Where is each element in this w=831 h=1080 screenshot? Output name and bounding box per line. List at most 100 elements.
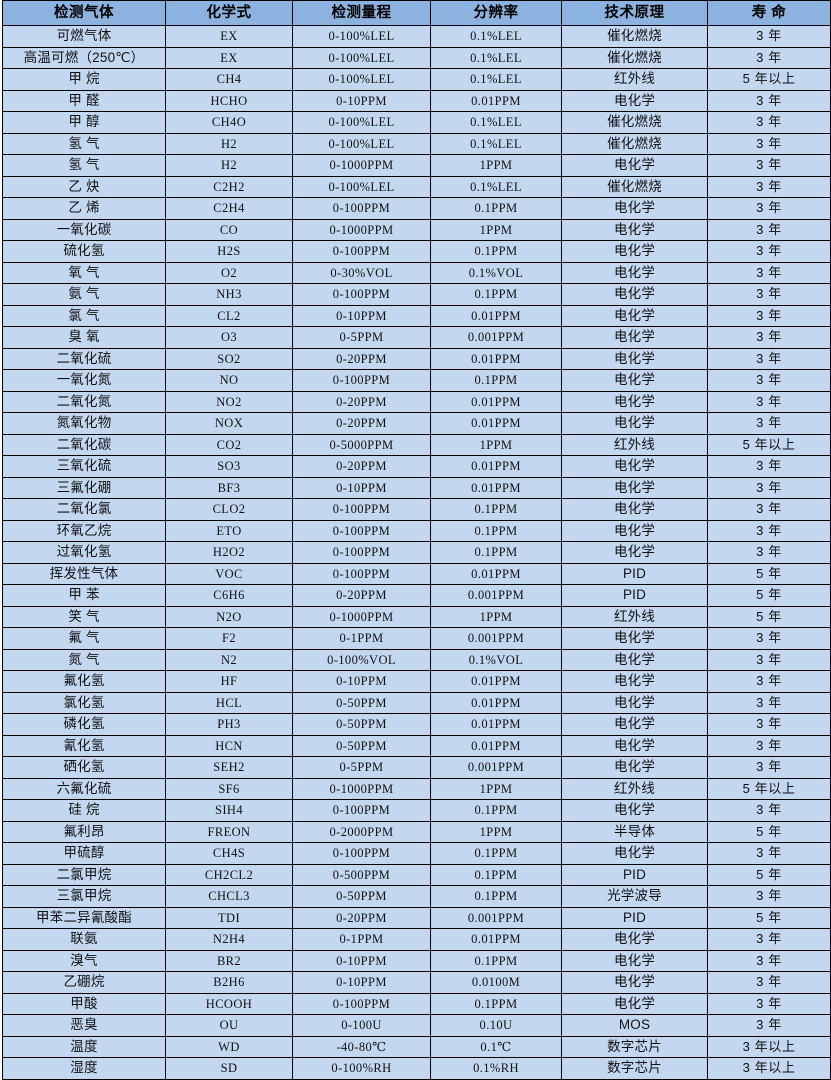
cell-res: 0.01PPM	[430, 347, 562, 370]
cell-range: 0-10PPM	[292, 89, 431, 112]
cell-gas: 乙 炔	[2, 175, 166, 198]
cell-tech: 电化学	[561, 992, 708, 1015]
table-row: 硒化氢 SEH2 0-5PPM 0.001PPM 电化学 3 年	[2, 756, 831, 779]
cell-gas: 恶臭	[2, 1014, 166, 1037]
cell-life: 3 年	[707, 304, 831, 327]
cell-range: 0-50PPM	[292, 734, 431, 757]
cell-life: 3 年	[707, 412, 831, 435]
cell-tech: 半导体	[561, 820, 708, 843]
cell-formula: HCHO	[165, 89, 293, 112]
table-row: 联氨 N2H4 0-1PPM 0.01PPM 电化学 3 年	[2, 928, 831, 951]
cell-gas: 氟化氢	[2, 670, 166, 693]
cell-formula: C2H4	[165, 197, 293, 220]
cell-life: 5 年以上	[707, 777, 831, 800]
cell-tech: 电化学	[561, 799, 708, 822]
cell-life: 5 年	[707, 906, 831, 929]
cell-formula: CL2	[165, 304, 293, 327]
cell-res: 0.01PPM	[430, 562, 562, 585]
cell-formula: ETO	[165, 519, 293, 542]
cell-formula: HCOOH	[165, 992, 293, 1015]
cell-gas: 氰化氢	[2, 734, 166, 757]
cell-range: 0-100PPM	[292, 498, 431, 521]
cell-life: 3 年	[707, 713, 831, 736]
cell-life: 5 年	[707, 605, 831, 628]
cell-range: 0-5PPM	[292, 326, 431, 349]
cell-life: 3 年	[707, 756, 831, 779]
cell-range: 0-100PPM	[292, 240, 431, 263]
cell-life: 3 年	[707, 627, 831, 650]
cell-gas: 氟 气	[2, 627, 166, 650]
cell-gas: 氯 气	[2, 304, 166, 327]
table-row: 乙 烯 C2H4 0-100PPM 0.1PPM 电化学 3 年	[2, 197, 831, 220]
cell-gas: 甲 苯	[2, 584, 166, 607]
cell-range: 0-1000PPM	[292, 777, 431, 800]
cell-range: 0-20PPM	[292, 390, 431, 413]
column-header-range: 检测量程	[292, 0, 431, 26]
table-row: 甲 醛 HCHO 0-10PPM 0.01PPM 电化学 3 年	[2, 89, 831, 112]
header-row: 检测气体 化学式 检测量程 分辨率 技术原理 寿 命	[2, 0, 831, 26]
cell-range: 0-100PPM	[292, 562, 431, 585]
cell-gas: 氮 气	[2, 648, 166, 671]
table-row: 氨 气 NH3 0-100PPM 0.1PPM 电化学 3 年	[2, 283, 831, 306]
cell-formula: NO	[165, 369, 293, 392]
cell-res: 0.1PPM	[430, 498, 562, 521]
cell-tech: PID	[561, 562, 708, 585]
cell-tech: 电化学	[561, 390, 708, 413]
cell-res: 0.1%VOL	[430, 261, 562, 284]
cell-life: 3 年	[707, 885, 831, 908]
cell-range: 0-1000PPM	[292, 218, 431, 241]
cell-life: 3 年	[707, 111, 831, 134]
cell-tech: 红外线	[561, 433, 708, 456]
cell-res: 0.01PPM	[430, 390, 562, 413]
cell-range: 0-10PPM	[292, 476, 431, 499]
table-row: 氧 气 O2 0-30%VOL 0.1%VOL 电化学 3 年	[2, 261, 831, 284]
cell-res: 0.001PPM	[430, 906, 562, 929]
cell-range: 0-20PPM	[292, 584, 431, 607]
cell-tech: 电化学	[561, 89, 708, 112]
table-row: 氟利昂 FREON 0-2000PPM 1PPM 半导体 5 年	[2, 820, 831, 843]
table-row: 二氧化碳 CO2 0-5000PPM 1PPM 红外线 5 年以上	[2, 433, 831, 456]
cell-range: 0-20PPM	[292, 412, 431, 435]
cell-tech: PID	[561, 906, 708, 929]
table-row: 二氧化氮 NO2 0-20PPM 0.01PPM 电化学 3 年	[2, 390, 831, 413]
cell-tech: 电化学	[561, 928, 708, 951]
cell-gas: 氨 气	[2, 283, 166, 306]
cell-life: 3 年	[707, 498, 831, 521]
cell-range: 0-100%LEL	[292, 68, 431, 91]
cell-res: 1PPM	[430, 820, 562, 843]
table-body: 可燃气体 EX 0-100%LEL 0.1%LEL 催化燃烧 3 年高温可燃（250℃） E…	[2, 25, 831, 1080]
cell-life: 3 年	[707, 949, 831, 972]
cell-tech: 电化学	[561, 713, 708, 736]
cell-formula: EX	[165, 25, 293, 48]
cell-formula: NOX	[165, 412, 293, 435]
cell-formula: CH4O	[165, 111, 293, 134]
cell-life: 3 年	[707, 46, 831, 69]
cell-gas: 甲苯二异氰酸酯	[2, 906, 166, 929]
cell-range: 0-100%VOL	[292, 648, 431, 671]
cell-gas: 氧 气	[2, 261, 166, 284]
cell-tech: PID	[561, 863, 708, 886]
cell-formula: HCN	[165, 734, 293, 757]
cell-formula: TDI	[165, 906, 293, 929]
cell-life: 5 年以上	[707, 68, 831, 91]
cell-tech: 电化学	[561, 154, 708, 177]
cell-life: 3 年	[707, 992, 831, 1015]
cell-tech: 电化学	[561, 240, 708, 263]
cell-range: 0-5000PPM	[292, 433, 431, 456]
cell-range: 0-100PPM	[292, 197, 431, 220]
cell-tech: 电化学	[561, 283, 708, 306]
table-row: 六氟化硫 SF6 0-1000PPM 1PPM 红外线 5 年以上	[2, 777, 831, 800]
cell-range: 0-10PPM	[292, 304, 431, 327]
cell-res: 0.01PPM	[430, 412, 562, 435]
cell-gas: 挥发性气体	[2, 562, 166, 585]
cell-formula: C6H6	[165, 584, 293, 607]
cell-formula: H2O2	[165, 541, 293, 564]
cell-formula: HF	[165, 670, 293, 693]
cell-gas: 二氧化硫	[2, 347, 166, 370]
table-row: 环氧乙烷 ETO 0-100PPM 0.1PPM 电化学 3 年	[2, 519, 831, 542]
cell-formula: CH4S	[165, 842, 293, 865]
cell-range: 0-50PPM	[292, 885, 431, 908]
cell-range: 0-100PPM	[292, 992, 431, 1015]
cell-res: 0.01PPM	[430, 928, 562, 951]
